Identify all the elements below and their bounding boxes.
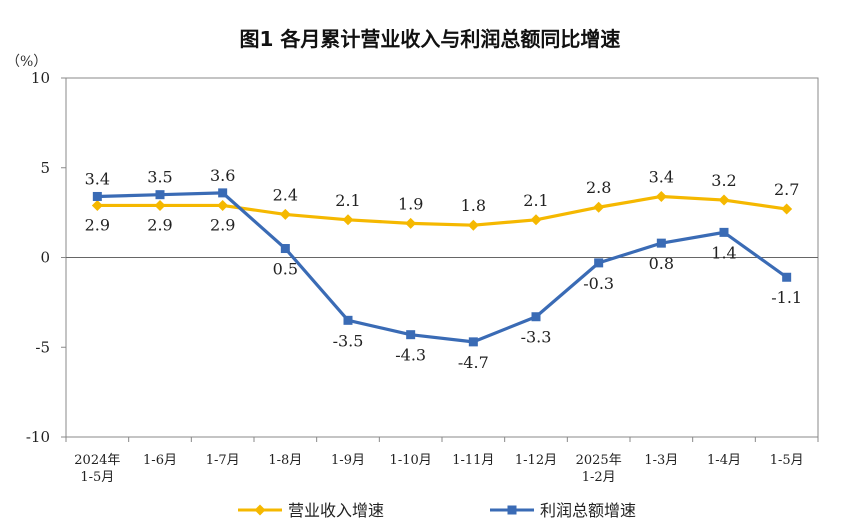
data-point (155, 190, 165, 200)
x-tick-label-line: 2025年 (576, 453, 622, 468)
x-tick-label-line: 1-5月 (80, 470, 114, 485)
legend-swatch-marker (254, 504, 266, 516)
y-axis-unit-label: （%） (6, 54, 47, 70)
x-tick-label: 1-12月 (515, 453, 557, 468)
x-tick-label-line: 1-12月 (515, 453, 557, 468)
series-line (97, 194, 787, 227)
data-label-profit: -1.1 (771, 288, 802, 307)
data-point (405, 217, 417, 229)
data-label-profit: 3.5 (147, 168, 172, 187)
x-tick-label: 1-3月 (644, 453, 678, 468)
x-tick-label: 1-8月 (268, 453, 302, 468)
data-point (531, 312, 541, 322)
x-tick-label: 1-4月 (707, 453, 741, 468)
x-tick-label-line: 1-6月 (143, 453, 177, 468)
data-point (593, 201, 605, 213)
data-label-profit: 0.8 (649, 254, 674, 273)
legend-label: 营业收入增速 (288, 501, 384, 520)
y-tick-label: -10 (26, 428, 50, 446)
x-tick-label: 1-11月 (452, 453, 494, 468)
data-label-profit: -4.7 (458, 353, 489, 372)
y-tick-label: 0 (40, 249, 50, 267)
data-point (594, 258, 604, 268)
x-tick-label: 1-9月 (331, 453, 365, 468)
data-label-revenue: 3.4 (649, 167, 674, 186)
legend-label: 利润总额增速 (540, 501, 636, 520)
series-profit (92, 188, 792, 347)
x-tick-label-line: 1-9月 (331, 453, 365, 468)
data-label-revenue: 2.1 (335, 191, 360, 210)
data-label-revenue: 2.1 (523, 191, 548, 210)
data-point (91, 199, 103, 211)
data-point (406, 330, 416, 340)
data-point (154, 199, 166, 211)
data-point (467, 219, 479, 231)
data-label-profit: -3.5 (333, 331, 364, 350)
x-tick-label: 1-10月 (390, 453, 432, 468)
data-label-revenue: 2.7 (774, 180, 799, 199)
x-tick-label-line: 1-5月 (770, 453, 804, 468)
data-label-profit: -3.3 (521, 328, 552, 347)
data-label-profit: -4.3 (395, 346, 426, 365)
data-point (782, 272, 792, 282)
x-tick-label-line: 1-11月 (452, 453, 494, 468)
data-point (781, 203, 793, 215)
x-tick-label-line: 1-3月 (644, 453, 678, 468)
data-point (656, 238, 666, 248)
legend: 营业收入增速 利润总额增速 (238, 501, 636, 520)
plot-area: 10 5 0 -5 -10 2024年 1-5月 1-6月 1-7月 1-8月 1-9月 1-10月 1… (26, 69, 819, 485)
data-label-revenue: 2.9 (85, 215, 110, 234)
x-tick-label-line: 1-7月 (206, 453, 240, 468)
data-label-revenue: 1.8 (461, 196, 486, 215)
y-tick-label: 5 (40, 159, 50, 177)
data-point (468, 337, 478, 347)
data-point (655, 190, 667, 202)
chart-title: 图1 各月累计营业收入与利润总额同比增速 (240, 27, 621, 51)
x-tick-label-line: 1-8月 (268, 453, 302, 468)
data-label-revenue: 2.4 (273, 185, 298, 204)
data-point (280, 244, 290, 254)
data-point (217, 199, 229, 211)
y-tick-label: 10 (31, 69, 50, 87)
x-tick-label: 1-5月 (770, 453, 804, 468)
data-label-profit: 3.4 (85, 169, 110, 188)
x-tick-label: 2024年 1-5月 (74, 453, 120, 485)
x-tick-label-line: 1-2月 (582, 470, 616, 485)
data-label-revenue: 2.9 (210, 215, 235, 234)
data-label-profit: 3.6 (210, 166, 235, 185)
data-label-revenue: 3.2 (711, 171, 736, 190)
data-point (342, 214, 354, 226)
data-label-profit: 0.5 (273, 260, 298, 279)
legend-swatch-marker (507, 505, 517, 515)
data-point (343, 315, 353, 325)
series-line (97, 191, 788, 344)
x-tick-label-line: 1-10月 (390, 453, 432, 468)
legend-item-revenue: 营业收入增速 (238, 501, 384, 520)
data-label-revenue: 2.8 (586, 178, 611, 197)
x-tick-label-line: 2024年 (74, 453, 120, 468)
data-point (719, 227, 729, 237)
data-point (718, 194, 730, 206)
x-tick-label: 1-6月 (143, 453, 177, 468)
x-tick-label: 2025年 1-2月 (576, 453, 622, 485)
legend-item-profit: 利润总额增速 (490, 501, 636, 520)
data-point (92, 191, 102, 201)
data-label-profit: -0.3 (583, 274, 614, 293)
y-tick-label: -5 (35, 338, 50, 356)
data-label-revenue: 1.9 (398, 194, 423, 213)
series-revenue (91, 190, 793, 231)
data-label-profit: 1.4 (711, 243, 736, 262)
data-point (530, 214, 542, 226)
x-tick-label: 1-7月 (206, 453, 240, 468)
data-label-revenue: 2.9 (147, 215, 172, 234)
data-point (279, 208, 291, 220)
x-tick-label-line: 1-4月 (707, 453, 741, 468)
data-point (218, 188, 228, 198)
